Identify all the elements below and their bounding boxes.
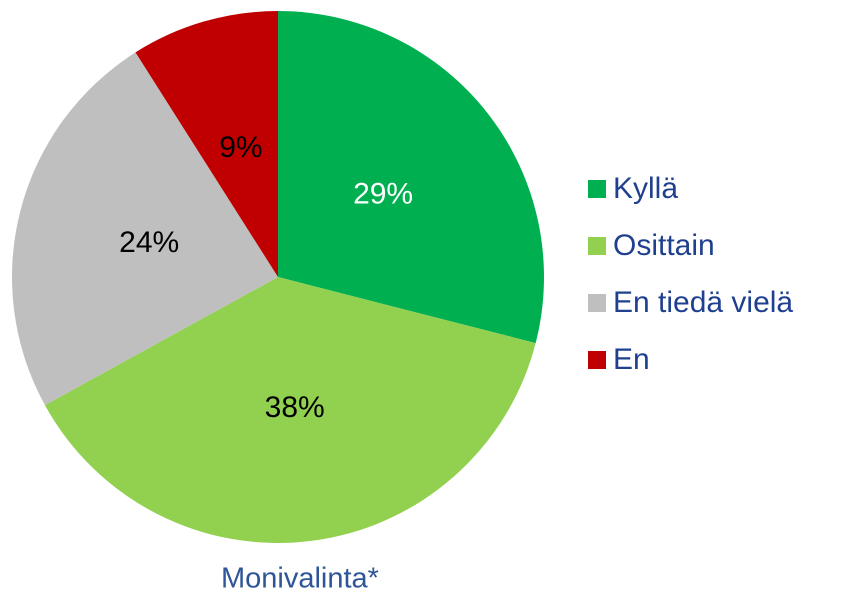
data-label: 24% [119,226,179,259]
legend-swatch [588,180,606,198]
legend-swatch [588,237,606,255]
data-label: 29% [353,177,413,210]
legend-label: En tiedä vielä [613,286,793,319]
legend-swatch [588,351,606,369]
legend-label: Kyllä [613,172,678,205]
legend-label: En [613,343,650,376]
caption: Monivalinta* [221,563,379,595]
pie-slice [44,277,536,543]
legend-label: Osittain [613,229,715,262]
pie-slice [135,11,278,277]
data-label: 38% [265,391,325,424]
data-label: 9% [219,131,262,164]
pie-slice [278,11,544,344]
legend-swatch [588,294,606,312]
pie-slice [11,52,278,406]
